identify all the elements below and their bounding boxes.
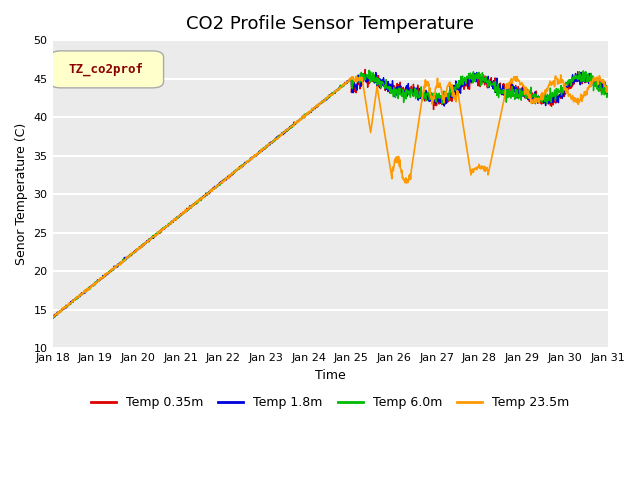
Temp 23.5m (49, 315, 57, 321)
Temp 0.35m (604, 91, 611, 97)
Temp 23.5m (557, 72, 564, 78)
Temp 6.0m (61, 305, 68, 311)
Temp 0.35m (297, 117, 305, 122)
Temp 23.5m (276, 133, 284, 139)
Temp 23.5m (548, 79, 556, 85)
Temp 1.8m (545, 96, 553, 102)
Temp 1.8m (392, 87, 400, 93)
Temp 23.5m (580, 91, 588, 97)
Temp 1.8m (604, 88, 611, 94)
Line: Temp 1.8m: Temp 1.8m (52, 72, 607, 318)
Temp 0.35m (49, 313, 56, 319)
Temp 6.0m (365, 67, 373, 73)
Temp 0.35m (49, 314, 57, 320)
Temp 6.0m (53, 310, 61, 316)
Temp 1.8m (49, 315, 56, 321)
Temp 6.0m (604, 92, 611, 98)
Temp 6.0m (49, 313, 56, 319)
Line: Temp 0.35m: Temp 0.35m (52, 70, 607, 317)
FancyBboxPatch shape (50, 51, 164, 88)
Temp 23.5m (49, 314, 56, 320)
Temp 23.5m (341, 80, 349, 86)
Temp 0.35m (361, 67, 369, 72)
Temp 6.0m (546, 92, 554, 97)
Text: TZ_co2prof: TZ_co2prof (69, 63, 144, 76)
Temp 23.5m (378, 116, 386, 121)
Line: Temp 23.5m: Temp 23.5m (52, 75, 607, 318)
Temp 6.0m (365, 75, 372, 81)
Temp 6.0m (50, 314, 58, 320)
Temp 0.35m (61, 305, 68, 311)
Y-axis label: Senor Temperature (C): Senor Temperature (C) (15, 123, 28, 265)
Temp 23.5m (136, 246, 143, 252)
Temp 23.5m (604, 89, 611, 95)
Title: CO2 Profile Sensor Temperature: CO2 Profile Sensor Temperature (186, 15, 474, 33)
Temp 6.0m (393, 88, 401, 94)
Temp 0.35m (546, 98, 554, 104)
Temp 1.8m (61, 306, 68, 312)
Temp 0.35m (53, 312, 61, 318)
X-axis label: Time: Time (315, 369, 346, 382)
Temp 1.8m (53, 309, 61, 315)
Temp 6.0m (297, 116, 305, 121)
Temp 1.8m (297, 116, 305, 122)
Temp 1.8m (365, 72, 372, 78)
Line: Temp 6.0m: Temp 6.0m (52, 70, 607, 317)
Temp 1.8m (49, 315, 57, 321)
Temp 1.8m (582, 69, 589, 75)
Temp 0.35m (365, 73, 373, 79)
Temp 0.35m (393, 88, 401, 94)
Legend: Temp 0.35m, Temp 1.8m, Temp 6.0m, Temp 23.5m: Temp 0.35m, Temp 1.8m, Temp 6.0m, Temp 2… (86, 391, 574, 414)
